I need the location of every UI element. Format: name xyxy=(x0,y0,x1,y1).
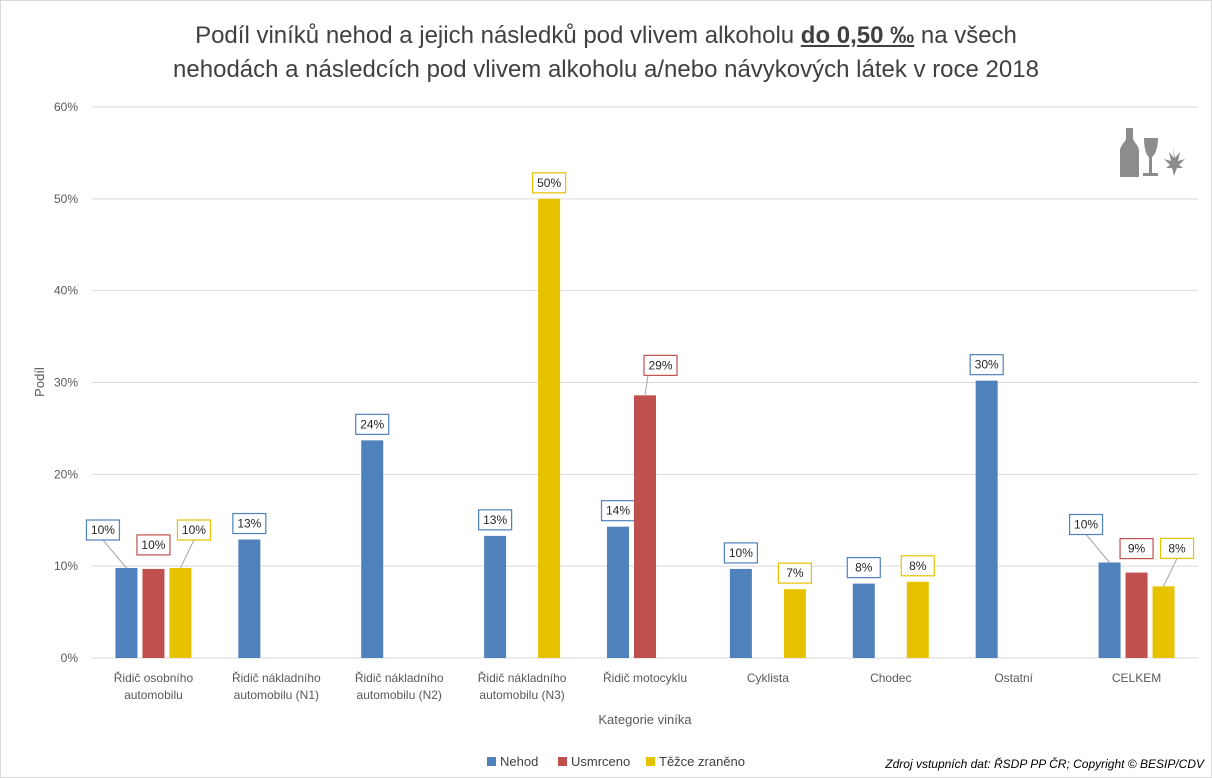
x-tick-label: Řidič nákladního xyxy=(232,670,321,685)
bar-nehod xyxy=(975,380,998,658)
label-leader-line xyxy=(644,375,649,396)
x-tick-label: automobilu xyxy=(124,688,183,702)
legend-swatch xyxy=(487,757,496,766)
source-note: Zdroj vstupních dat: ŘSDP PP ČR; Copyrig… xyxy=(885,757,1204,771)
x-tick-label: CELKEM xyxy=(1112,671,1161,685)
title-emphasis: do 0,50 ‰ xyxy=(800,22,915,49)
data-label-box xyxy=(532,172,567,194)
legend-tezce-zraneno: Těžce zraněno xyxy=(646,754,745,769)
data-label: 50% xyxy=(537,176,561,190)
x-tick-label: Cyklista xyxy=(747,671,789,685)
bar-nehod xyxy=(361,440,384,658)
data-label: 9% xyxy=(1128,542,1146,556)
y-tick-label: 10% xyxy=(54,559,78,573)
data-label-box xyxy=(355,413,390,435)
y-tick-label: 0% xyxy=(61,651,79,665)
y-tick-label: 30% xyxy=(54,376,78,390)
data-label: 8% xyxy=(909,559,927,573)
y-tick-label: 50% xyxy=(54,192,78,206)
data-label: 24% xyxy=(360,417,384,431)
x-tick-label: Ostatní xyxy=(994,671,1033,685)
data-label-box xyxy=(777,562,812,584)
data-label: 10% xyxy=(141,538,165,552)
data-label-box xyxy=(1159,537,1195,559)
bar-těžce-zraněno xyxy=(538,198,561,659)
x-tick-label: Řidič osobního xyxy=(114,670,194,685)
legend-nehod: Nehod xyxy=(487,754,538,769)
x-tick-label: automobilu (N1) xyxy=(234,688,319,702)
bar-nehod xyxy=(1098,562,1121,658)
data-label-box xyxy=(846,557,881,579)
data-label-box xyxy=(232,512,267,535)
label-leader-line xyxy=(1085,534,1110,563)
bar-nehod xyxy=(115,568,138,658)
legend-swatch xyxy=(558,757,567,766)
bar-těžce-zraněno xyxy=(783,589,806,658)
alcohol-drugs-icon xyxy=(1120,128,1185,177)
x-tick-label: Chodec xyxy=(870,671,911,685)
bar-těžce-zraněno xyxy=(169,568,192,658)
y-tick-label: 60% xyxy=(54,100,78,114)
y-tick-label: 20% xyxy=(54,467,78,481)
label-leader-line xyxy=(102,539,127,569)
x-tick-label: Řidič motocyklu xyxy=(603,670,687,685)
bar-nehod xyxy=(238,539,261,658)
bar-usmrceno xyxy=(1125,572,1148,658)
bar-těžce-zraněno xyxy=(906,581,929,658)
data-label: 13% xyxy=(237,517,261,531)
data-label: 30% xyxy=(975,358,999,372)
x-tick-label: automobilu (N3) xyxy=(479,688,564,702)
data-label: 13% xyxy=(483,513,507,527)
y-tick-label: 40% xyxy=(54,284,78,298)
data-label: 29% xyxy=(648,358,672,372)
bar-těžce-zraněno xyxy=(1152,586,1175,658)
data-label-box xyxy=(136,534,171,556)
bar-usmrceno xyxy=(142,568,165,658)
data-label: 10% xyxy=(182,523,206,537)
data-label: 8% xyxy=(1168,541,1186,555)
bar-usmrceno xyxy=(634,395,656,658)
data-label-box xyxy=(85,519,121,541)
label-leader-line xyxy=(179,539,195,569)
data-label: 7% xyxy=(786,566,804,580)
data-label: 10% xyxy=(729,546,753,560)
data-label-box xyxy=(1068,513,1104,536)
x-tick-label: Řidič nákladního xyxy=(478,670,567,685)
data-label: 10% xyxy=(1074,517,1098,531)
data-label-box xyxy=(643,354,678,376)
data-label: 10% xyxy=(91,523,115,537)
chart-title-line2: nehodách a následcích pod vlivem alkohol… xyxy=(173,56,1039,83)
bar-nehod xyxy=(852,583,875,658)
bar-nehod xyxy=(729,568,752,658)
data-label-box xyxy=(900,555,935,577)
data-label-box xyxy=(969,354,1004,376)
bar-nehod xyxy=(484,535,507,658)
data-label-box xyxy=(176,519,212,541)
chart-title-line1: Podíl viníků nehod a jejich následků pod… xyxy=(195,22,1017,49)
legend-swatch xyxy=(646,757,655,766)
label-leader-line xyxy=(1163,558,1178,587)
data-label-box xyxy=(478,509,513,531)
bar-nehod xyxy=(607,526,629,658)
data-label-box xyxy=(1119,537,1154,560)
data-label: 14% xyxy=(606,504,630,518)
data-label: 8% xyxy=(855,561,873,575)
x-tick-label: automobilu (N2) xyxy=(357,688,442,702)
x-axis-label: Kategorie viníka xyxy=(598,712,692,727)
y-axis-label: Podíl xyxy=(32,367,47,397)
data-label-box xyxy=(723,542,758,564)
x-tick-label: Řidič nákladního xyxy=(355,670,444,685)
legend-usmrceno: Usmrceno xyxy=(558,754,630,769)
